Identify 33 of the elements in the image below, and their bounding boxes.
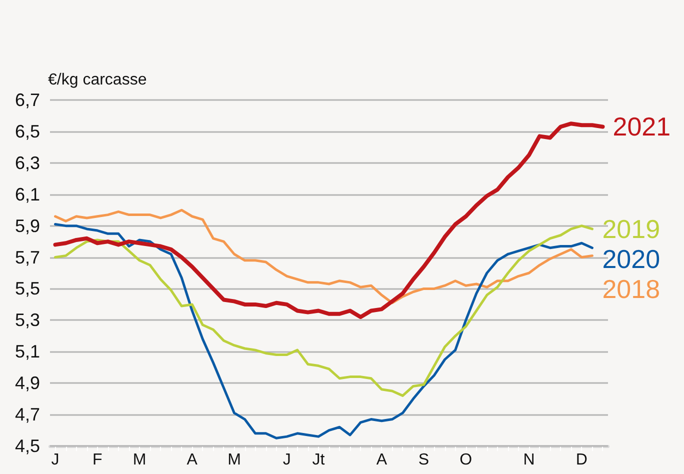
y-tick-label: 4,5 xyxy=(14,436,40,456)
y-tick-label: 4,7 xyxy=(14,404,40,425)
x-tick-label: Jt xyxy=(312,452,326,468)
series-label: 2018 xyxy=(602,274,660,304)
series-label: 2019 xyxy=(602,214,660,244)
x-tick-label: A xyxy=(376,452,388,468)
line-series xyxy=(54,224,594,397)
x-tick-label: A xyxy=(186,452,198,468)
y-tick-label: 5,1 xyxy=(14,342,40,362)
y-tick-label: 5,7 xyxy=(14,247,40,268)
line-series xyxy=(54,208,594,304)
x-tick-label: M xyxy=(228,452,241,468)
x-tick-label: N xyxy=(523,452,535,468)
x-tick-label: D xyxy=(576,452,588,468)
x-tick-label: J xyxy=(282,452,291,468)
y-tick-label: 5,3 xyxy=(14,310,40,330)
y-tick-label: 6,5 xyxy=(14,121,40,142)
x-tick-label: F xyxy=(92,452,102,468)
x-tick-label: O xyxy=(460,452,472,468)
series-label: 2020 xyxy=(602,244,660,274)
x-tick-label: S xyxy=(418,452,430,468)
line-series xyxy=(53,122,605,320)
y-tick-label: 5,5 xyxy=(14,278,40,299)
y-tick-label: 6,1 xyxy=(14,184,40,204)
line-series xyxy=(54,222,594,440)
x-tick-label: M xyxy=(132,452,146,468)
y-tick-label: 6,7 xyxy=(14,90,40,110)
x-tick-label: J xyxy=(51,452,60,468)
series-label: 2021 xyxy=(612,112,671,142)
y-axis-title: €/kg carcasse xyxy=(48,72,147,88)
y-tick-label: 6,3 xyxy=(14,152,40,173)
y-tick-label: 5,9 xyxy=(14,216,40,236)
y-tick-label: 4,9 xyxy=(14,373,40,394)
